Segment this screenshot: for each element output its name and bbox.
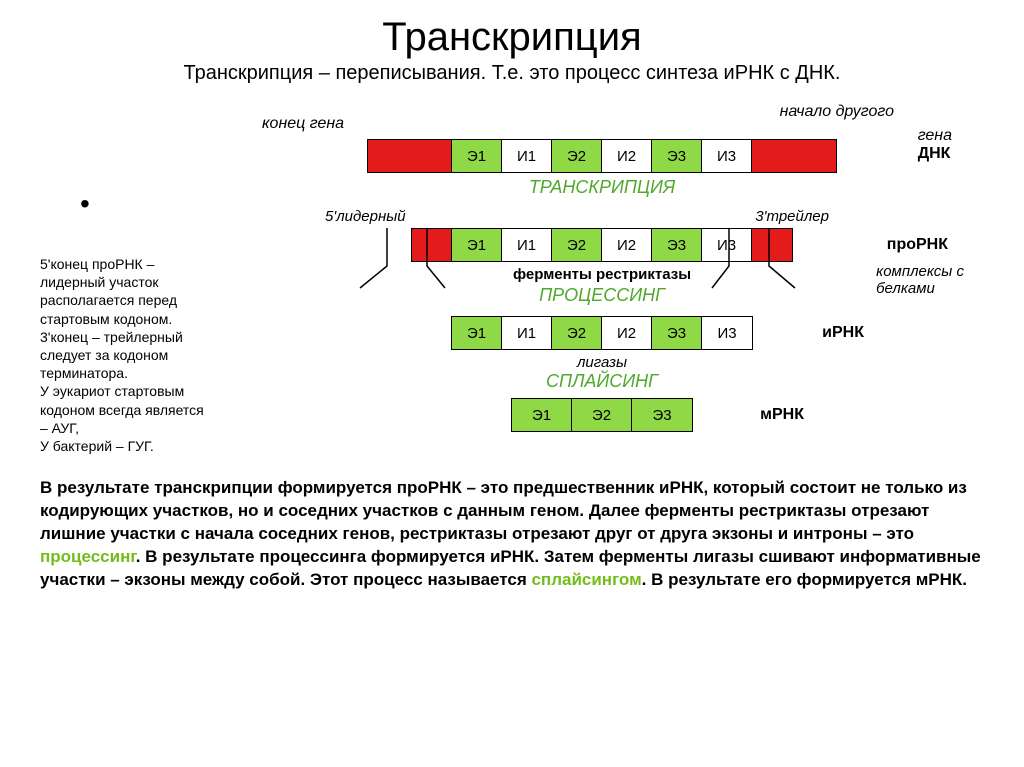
segment: Э2 <box>552 229 602 261</box>
segment: Э3 <box>652 317 702 349</box>
dna-row: Э1И1Э2И2Э3И3 гена ДНК <box>220 139 984 173</box>
segment: И3 <box>702 229 752 261</box>
stage-processing: ПРОЦЕССИНГ <box>220 285 984 306</box>
segment <box>752 229 792 261</box>
mrna-row: Э1Э2Э3 мРНК <box>220 398 984 432</box>
dna-strip: Э1И1Э2И2Э3И3 <box>367 139 837 173</box>
label-complexes-1: комплексы с <box>876 263 964 280</box>
stage-transcription: ТРАНСКРИПЦИЯ <box>220 177 984 198</box>
segment: Э1 <box>452 317 502 349</box>
segment: И1 <box>502 317 552 349</box>
label-trailer3: 3'трейлер <box>755 208 829 225</box>
segment: И3 <box>702 317 752 349</box>
irna-strip: Э1И1Э2И2Э3И3 <box>451 316 753 350</box>
label-restrictases: ферменты рестриктазы <box>220 266 984 283</box>
segment: И1 <box>502 229 552 261</box>
label-prornk: проРНК <box>887 236 948 254</box>
mrna-strip: Э1Э2Э3 <box>511 398 693 432</box>
label-mrnk: мРНК <box>760 406 804 424</box>
segment: И1 <box>502 140 552 172</box>
stage-splicing: СПЛАЙСИНГ <box>220 371 984 392</box>
segment <box>368 140 452 172</box>
label-dnk: ДНК <box>918 145 951 162</box>
segment: И3 <box>702 140 752 172</box>
label-ligases: лигазы <box>220 354 984 371</box>
segment: Э2 <box>552 140 602 172</box>
segment: Э2 <box>572 399 632 431</box>
side-note-column: 5'конец проРНК – лидерный участок распол… <box>40 115 210 455</box>
prorna-row: Э1И1Э2И2Э3И3 проРНК <box>220 228 984 262</box>
segment: Э1 <box>452 140 502 172</box>
page-subtitle: Транскрипция – переписывания. Т.е. это п… <box>40 62 984 85</box>
label-gene-end: конец гена <box>262 115 344 133</box>
segment: И2 <box>602 229 652 261</box>
label-gene-start-2: гена <box>918 127 952 144</box>
segment <box>752 140 836 172</box>
page-title: Транскрипция <box>40 15 984 60</box>
main-area: 5'конец проРНК – лидерный участок распол… <box>40 115 984 455</box>
bottom-paragraph: В результате транскрипции формируется пр… <box>40 477 984 592</box>
segment: Э2 <box>552 317 602 349</box>
segment: Э1 <box>512 399 572 431</box>
segment: И2 <box>602 317 652 349</box>
side-note-text: 5'конец проРНК – лидерный участок распол… <box>40 255 210 455</box>
diagram-column: конец гена начало другого Э1И1Э2И2Э3И3 г… <box>220 115 984 455</box>
label-irnk: иРНК <box>822 324 864 342</box>
segment <box>412 229 452 261</box>
label-leader5: 5'лидерный <box>325 208 406 225</box>
segment: И2 <box>602 140 652 172</box>
segment: Э3 <box>652 140 702 172</box>
segment: Э3 <box>652 229 702 261</box>
label-complexes-2: белками <box>876 280 935 297</box>
segment: Э3 <box>632 399 692 431</box>
bullet-icon: • <box>80 190 90 218</box>
segment: Э1 <box>452 229 502 261</box>
irna-row: Э1И1Э2И2Э3И3 иРНК <box>220 316 984 350</box>
prorna-strip: Э1И1Э2И2Э3И3 <box>411 228 793 262</box>
label-gene-start-1: начало другого <box>780 103 894 121</box>
